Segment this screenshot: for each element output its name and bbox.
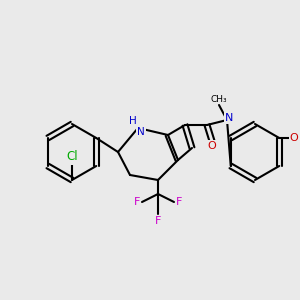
Text: N: N	[225, 113, 233, 123]
Text: CH₃: CH₃	[211, 94, 227, 103]
Text: F: F	[176, 197, 182, 207]
Text: F: F	[155, 216, 161, 226]
Text: N: N	[137, 127, 145, 137]
Text: O: O	[290, 133, 298, 143]
Text: Cl: Cl	[66, 151, 78, 164]
Text: O: O	[208, 141, 216, 151]
Text: H: H	[129, 116, 137, 126]
Text: F: F	[134, 197, 140, 207]
